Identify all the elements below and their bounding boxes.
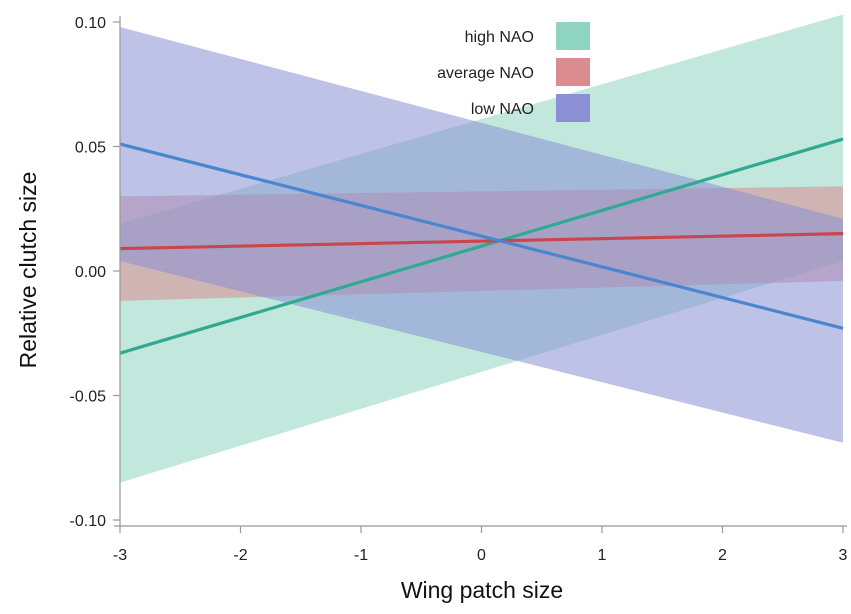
y-tick-label: 0.05 [75,140,106,157]
legend-label-low-nao: low NAO [471,101,534,118]
legend-label-high-nao: high NAO [465,29,534,46]
x-axis-title: Wing patch size [401,577,563,603]
y-axis-title: Relative clutch size [15,172,41,369]
y-tick-label: 0.00 [75,264,106,281]
x-tick-label: -3 [113,547,127,564]
series-line-average-nao [119,232,844,251]
y-tick-label: 0.10 [75,15,106,32]
legend-label-average-nao: average NAO [437,65,534,82]
x-tick-label: -2 [233,547,247,564]
series-line-low-nao [119,142,844,330]
series-line-high-nao [119,137,844,355]
legend-swatch-high-nao [556,22,590,50]
legend-swatch-average-nao [556,58,590,86]
y-tick-label: -0.05 [70,389,107,406]
confidence-bands [120,14,843,483]
series-lines [119,137,844,355]
y-axis-ticks: -0.10 -0.05 0.00 0.05 0.10 [70,15,120,530]
legend: high NAO average NAO low NAO [437,22,590,122]
x-tick-label: -1 [354,547,368,564]
y-tick-label: -0.10 [70,513,107,530]
x-tick-label: 1 [598,547,607,564]
x-tick-label: 2 [718,547,727,564]
x-tick-label: 0 [477,547,486,564]
legend-swatch-low-nao [556,94,590,122]
x-axis-ticks: -3 -2 -1 0 1 2 3 [113,526,848,564]
x-tick-label: 3 [839,547,848,564]
